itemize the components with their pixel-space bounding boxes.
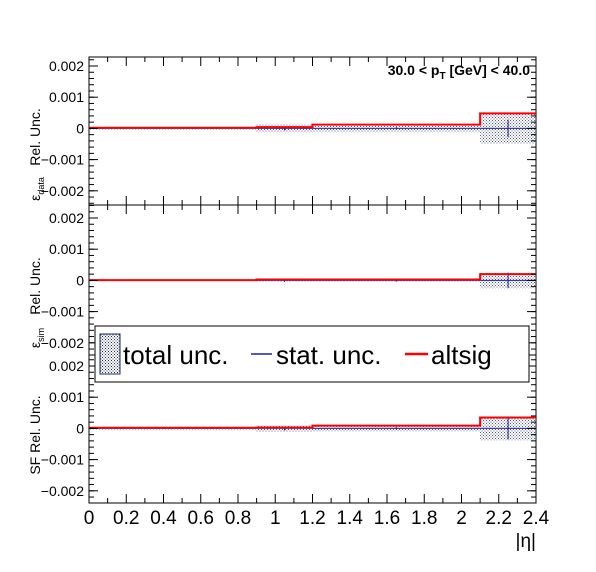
y-tick-label: 0 xyxy=(76,120,84,136)
altsig-step-line xyxy=(89,112,536,129)
legend: total unc. stat. unc. altsig xyxy=(94,325,530,383)
x-tick-label: 1.2 xyxy=(299,508,325,529)
y-tick-label: 0.002 xyxy=(49,58,84,74)
pt-bin-annotation: 30.0 < pT [GeV] < 40.0 xyxy=(388,62,531,82)
x-tick-label: 0 xyxy=(84,508,95,529)
altsig-step-line xyxy=(89,273,536,282)
y-axis-title: SF Rel. Unc. xyxy=(27,395,43,474)
x-tick-label: 1.6 xyxy=(374,508,400,529)
x-tick-label: 0.4 xyxy=(150,508,177,529)
x-tick-label: 2.2 xyxy=(486,508,512,529)
x-tick-label: 2 xyxy=(456,508,467,529)
y-tick-label: −0.002 xyxy=(41,335,84,351)
legend-total-unc-label: total unc. xyxy=(123,340,229,370)
y-tick-label: −0.001 xyxy=(41,452,84,468)
altsig-step-line xyxy=(89,416,536,429)
x-axis-tick-labels: 0 0.2 0.4 0.6 0.8 1 1.2 1.4 1.6 1.8 2 2.2 2.4 xyxy=(84,508,550,529)
y-tick-label: −0.002 xyxy=(41,183,84,199)
y-tick-label: 0.001 xyxy=(49,89,84,105)
y-tick-label: −0.002 xyxy=(41,483,84,499)
y-tick-label: −0.001 xyxy=(41,304,84,320)
x-tick-label: 1 xyxy=(270,508,281,529)
y-tick-label: 0 xyxy=(76,420,84,436)
y-tick-label: 0.001 xyxy=(49,389,84,405)
x-tick-label: 0.8 xyxy=(225,508,251,529)
legend-frame xyxy=(94,325,530,383)
y-axis-symbol: εdata xyxy=(27,177,46,201)
x-tick-label: 0.2 xyxy=(113,508,139,529)
x-tick-label: 1.4 xyxy=(337,508,364,529)
x-tick-label: 0.6 xyxy=(188,508,214,529)
y-tick-label: 0.001 xyxy=(49,241,84,257)
legend-total-unc-swatch xyxy=(99,333,121,375)
y-axis-title: Rel. Unc. xyxy=(27,108,43,166)
legend-stat-unc-label: stat. unc. xyxy=(276,340,382,370)
y-tick-label: 0.002 xyxy=(49,358,84,374)
y-axis-symbol: εsim xyxy=(27,328,46,348)
x-tick-label: 1.8 xyxy=(411,508,437,529)
panel-1: 0.002 0.001 0 −0.001 −0.002 Rel. Unc. εdata xyxy=(27,56,537,206)
y-tick-label: 0.002 xyxy=(49,210,84,226)
y-axis-title: Rel. Unc. xyxy=(27,257,43,315)
x-axis-title: |η| xyxy=(516,531,536,552)
legend-altsig-label: altsig xyxy=(431,340,492,370)
y-tick-label: −0.001 xyxy=(41,152,84,168)
y-tick-label: 0 xyxy=(76,272,84,288)
x-tick-label: 2.4 xyxy=(523,508,550,529)
